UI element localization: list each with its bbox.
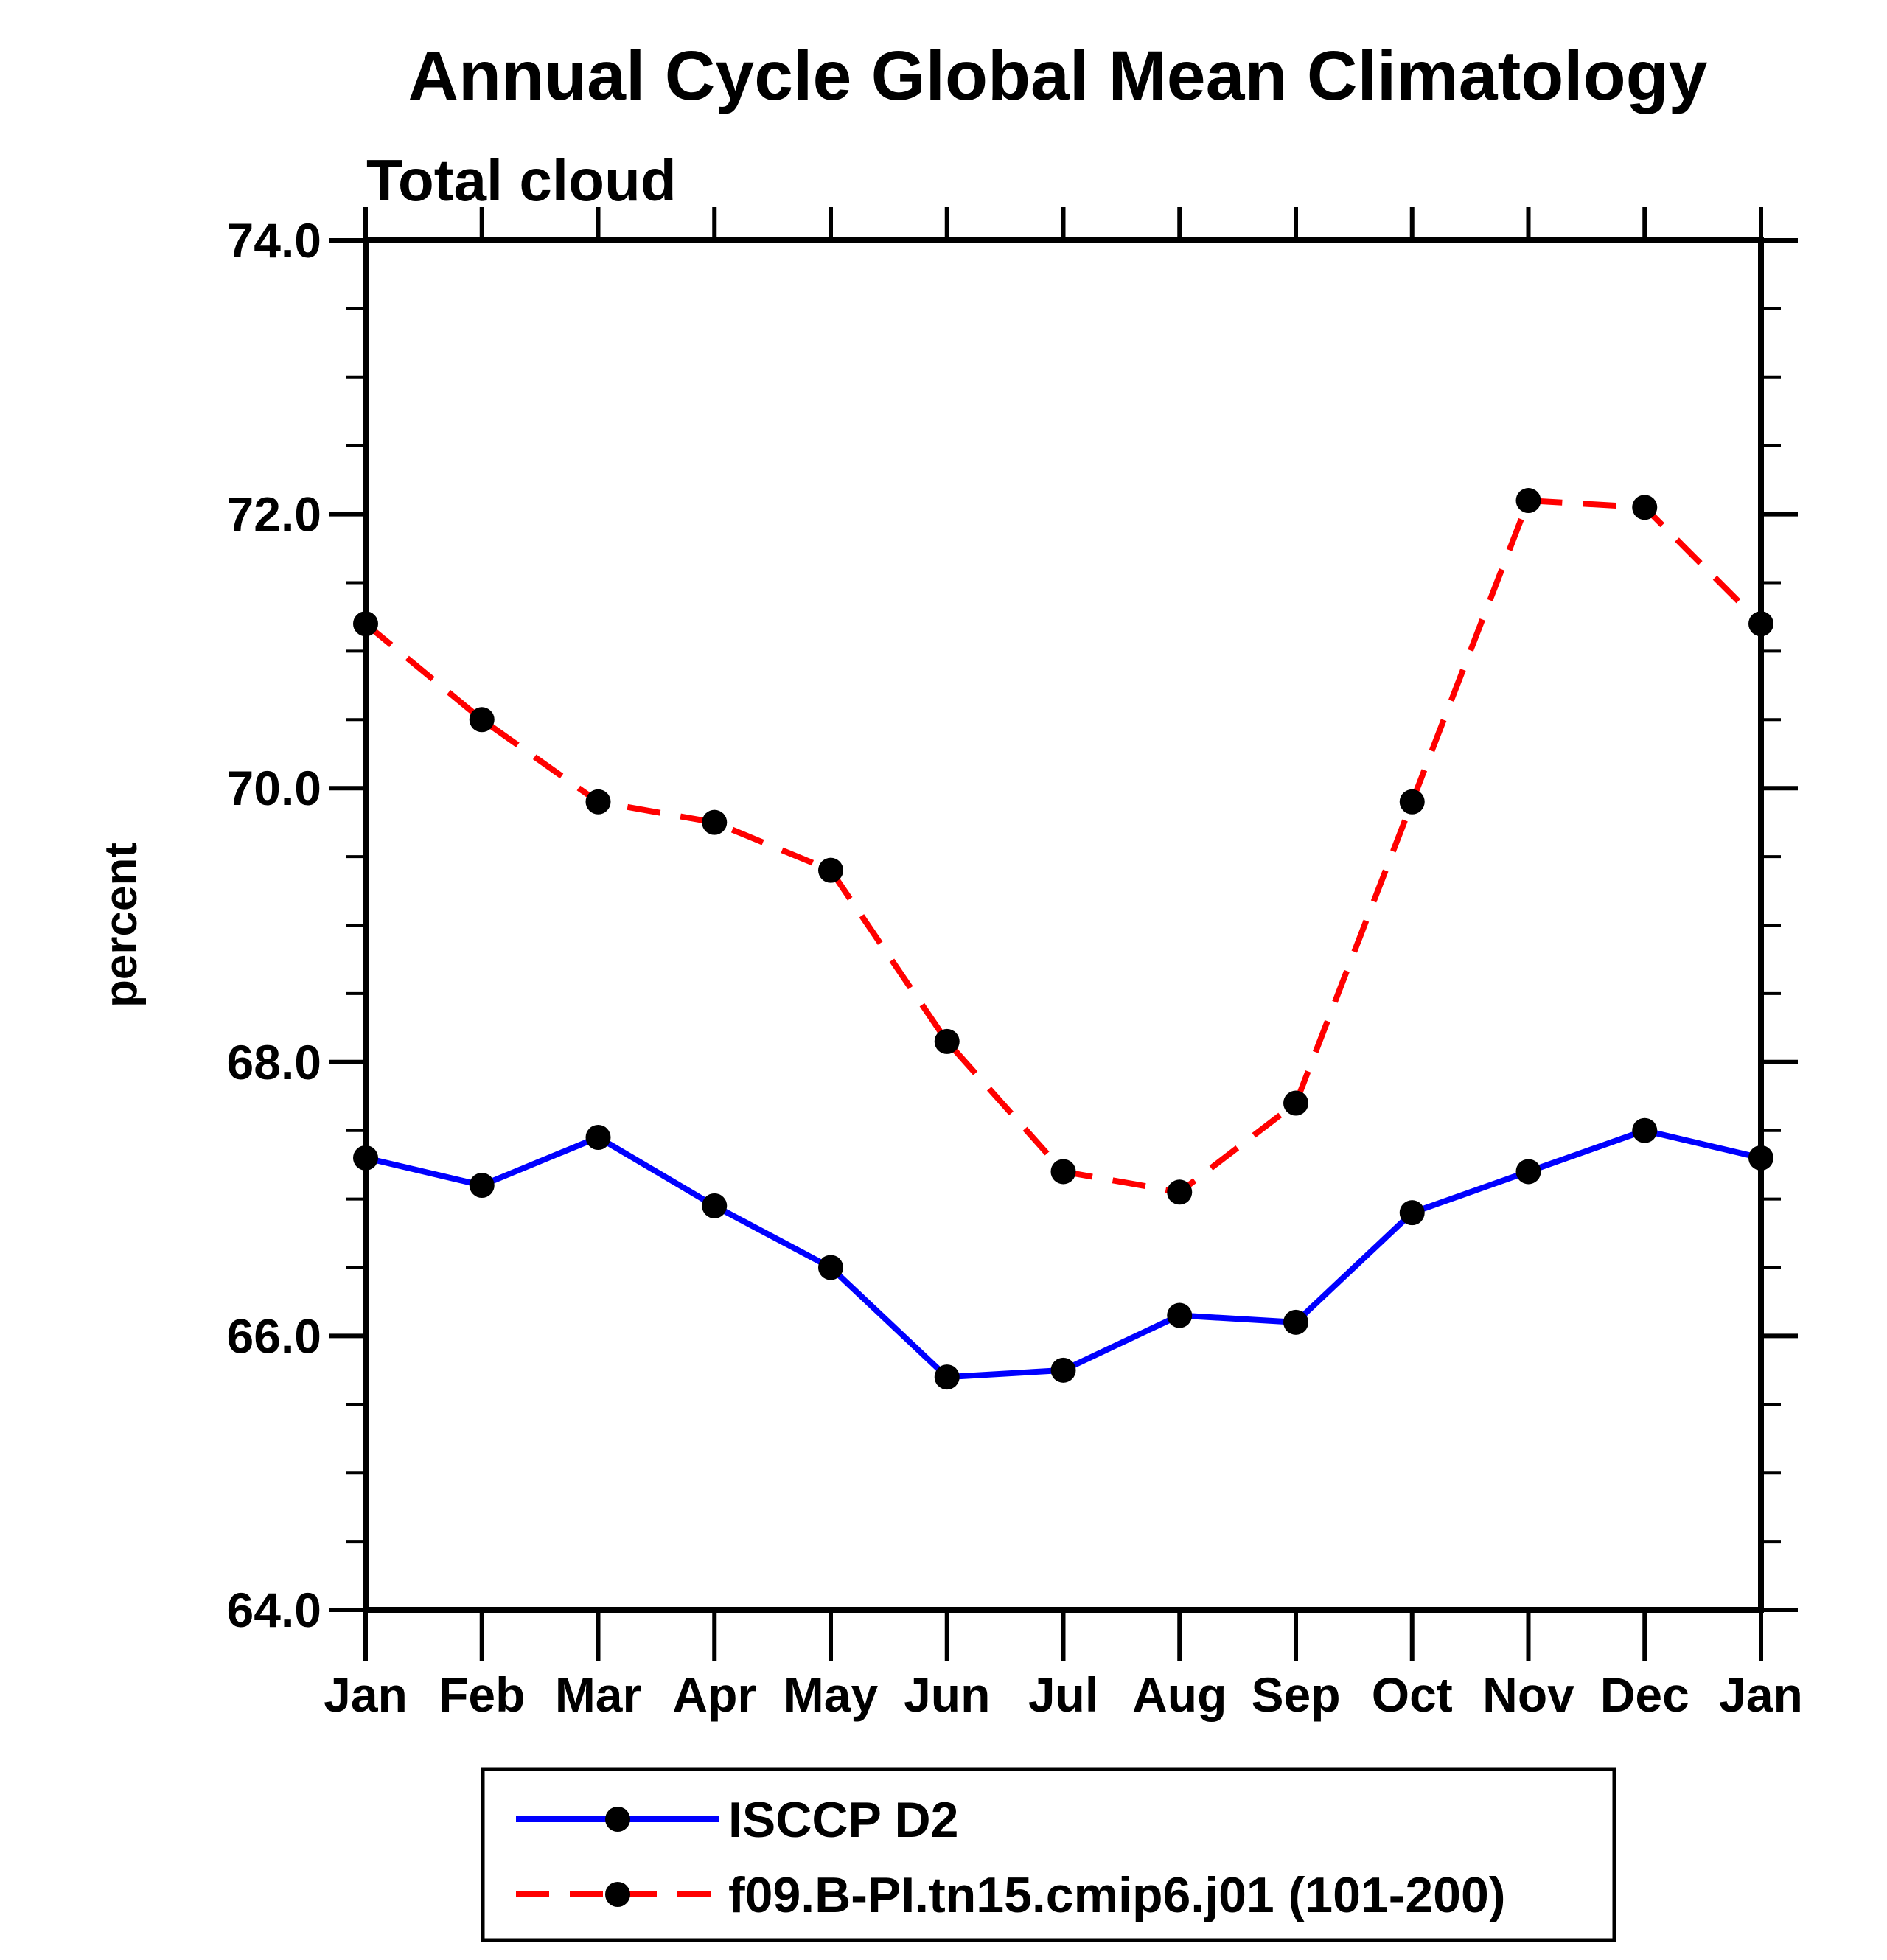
data-point-marker <box>1515 488 1541 514</box>
legend-box: ISCCP D2 f09.B-PI.tn15.cmip6.j01 (101-20… <box>481 1767 1616 1942</box>
legend-label-isccp: ISCCP D2 <box>728 1792 958 1848</box>
x-axis-month-label: May <box>784 1667 879 1722</box>
x-axis-month-label: Jan <box>1719 1667 1803 1722</box>
x-axis-month-label: Nov <box>1482 1667 1574 1722</box>
data-point-marker <box>818 1255 843 1280</box>
data-point-marker <box>1167 1179 1193 1205</box>
legend-marker-model-icon <box>605 1882 630 1907</box>
x-axis-month-label: Sep <box>1251 1667 1340 1722</box>
x-axis-month-label: Mar <box>555 1667 641 1722</box>
y-axis-tick-label: 66.0 <box>227 1308 321 1363</box>
data-point-marker <box>1050 1159 1076 1185</box>
data-point-marker <box>1050 1357 1076 1383</box>
legend-label-model: f09.B-PI.tn15.cmip6.j01 (101-200) <box>728 1867 1505 1923</box>
x-axis-month-label: Jul <box>1028 1667 1098 1722</box>
x-axis-month-label: Jan <box>324 1667 408 1722</box>
data-point-marker <box>1283 1090 1308 1116</box>
data-point-marker <box>1283 1309 1308 1335</box>
y-axis-tick-label: 68.0 <box>227 1035 321 1089</box>
data-point-marker <box>702 1193 728 1218</box>
data-point-marker <box>1515 1159 1541 1185</box>
x-axis-month-label: Oct <box>1372 1667 1453 1722</box>
data-point-marker <box>353 1145 378 1171</box>
data-point-marker <box>353 611 378 637</box>
data-point-marker <box>585 1124 611 1150</box>
data-point-marker <box>1632 495 1658 520</box>
y-axis-tick-label: 74.0 <box>227 213 321 268</box>
data-point-marker <box>1748 611 1773 637</box>
series-layer <box>353 488 1773 1390</box>
y-axis-tick-label: 64.0 <box>227 1583 321 1637</box>
data-point-marker <box>1399 789 1425 815</box>
y-axis-tick-label: 70.0 <box>227 761 321 815</box>
legend-marker-isccp-icon <box>605 1807 630 1832</box>
data-point-marker <box>469 1173 495 1199</box>
data-point-marker <box>1632 1117 1658 1143</box>
data-point-marker <box>469 707 495 733</box>
y-axis-tick-label: 72.0 <box>227 487 321 542</box>
x-axis-month-label: Dec <box>1600 1667 1689 1722</box>
x-axis-month-label: Jun <box>904 1667 990 1722</box>
x-axis-month-label: Aug <box>1132 1667 1227 1722</box>
data-point-marker <box>585 789 611 815</box>
data-point-marker <box>702 809 728 835</box>
chart-subtitle: Total cloud <box>366 147 677 213</box>
x-axis-month-label: Apr <box>672 1667 756 1722</box>
y-axis-label: percent <box>96 843 147 1008</box>
data-point-marker <box>1748 1145 1773 1171</box>
data-point-marker <box>1399 1200 1425 1226</box>
data-point-marker <box>934 1364 960 1390</box>
chart-title: Annual Cycle Global Mean Climatology <box>408 37 1707 115</box>
data-point-marker <box>934 1028 960 1054</box>
data-point-marker <box>818 857 843 883</box>
x-axis-month-label: Feb <box>439 1667 525 1722</box>
legend-border <box>481 1767 1616 1942</box>
data-point-marker <box>1167 1302 1193 1328</box>
